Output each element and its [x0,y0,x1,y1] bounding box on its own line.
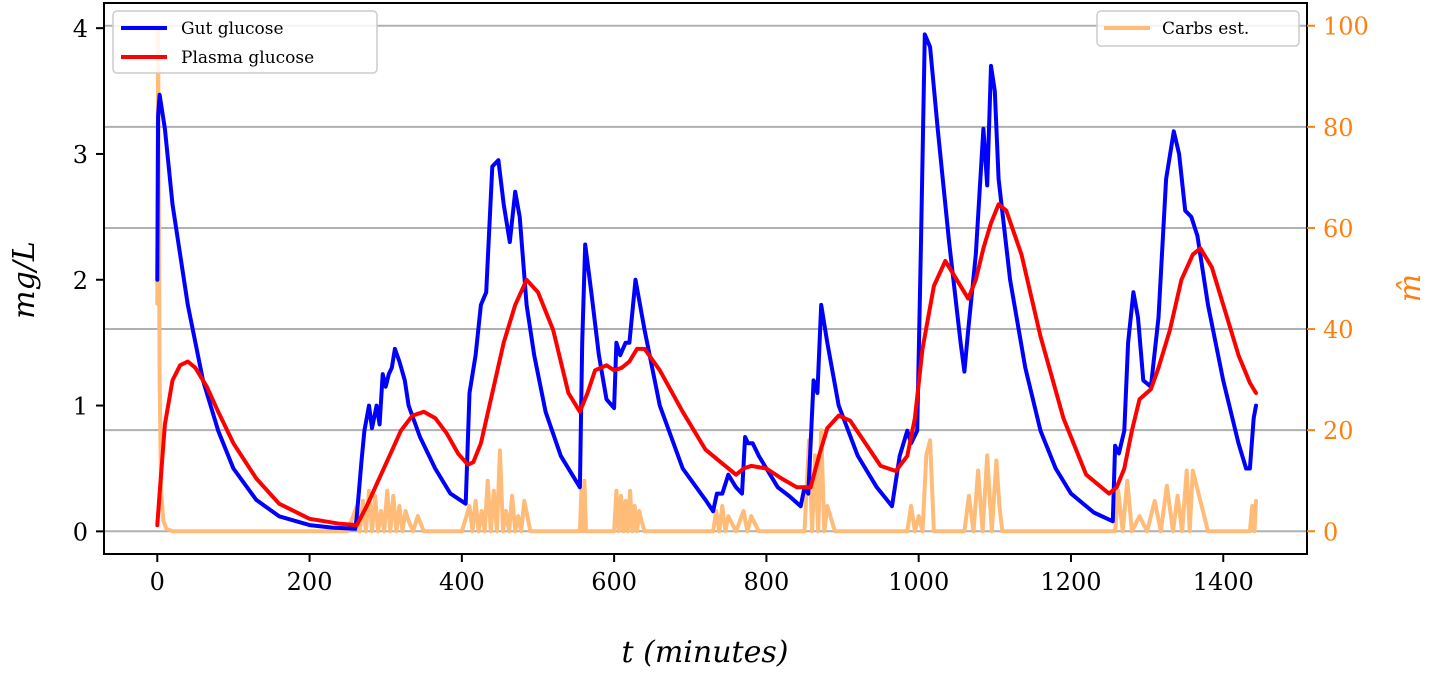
y-left-tick-label-1: 1 [73,393,88,421]
y-axis-right: 0 20 40 60 80 100 [1307,13,1369,546]
y-right-tick-label-60: 60 [1323,215,1354,243]
x-tick-label-1200: 1200 [1040,568,1101,596]
legend-label-plasma: Plasma glucose [181,48,314,68]
x-tick-label-800: 800 [744,568,790,596]
x-tick-label-400: 400 [439,568,485,596]
x-tick-label-0: 0 [150,568,165,596]
x-axis-title: t (minutes) [622,635,789,670]
series-line-carbs-est [155,23,1258,534]
x-tick-label-600: 600 [591,568,637,596]
legend-label-carbs: Carbs est. [1162,19,1249,39]
legend-right-box [1096,10,1300,47]
y-left-tick-label-0: 0 [73,518,88,546]
y-axis-left-title: mg/L [7,241,42,319]
x-axis: 0 200 400 600 800 1000 1200 1400 [150,554,1254,596]
y-left-tick-label-2: 2 [73,267,88,295]
y-left-tick-label-3: 3 [73,141,88,169]
x-tick-label-1000: 1000 [888,568,949,596]
y-right-tick-label-100: 100 [1323,13,1369,41]
y-axis-right-title: m̂ [1393,274,1428,302]
x-tick-label-1400: 1400 [1193,568,1254,596]
y-left-tick-label-4: 4 [73,15,88,43]
legend-left-box [112,10,378,74]
series-line-plasma-glucose [155,202,1258,528]
legend-label-gut: Gut glucose [181,19,284,39]
y-axis-left: 0 1 2 3 4 [73,15,104,546]
legend-right: Carbs est. [1096,10,1300,47]
plot-frame [103,2,1308,555]
series-layer [155,23,1258,534]
y-right-tick-label-40: 40 [1323,316,1354,344]
legend-left: Gut glucose Plasma glucose [112,10,378,74]
y-right-tick-label-20: 20 [1323,417,1354,445]
x-tick-label-200: 200 [287,568,333,596]
y-right-tick-label-80: 80 [1323,114,1354,142]
y-right-tick-label-0: 0 [1323,518,1338,546]
series-line-gut-glucose [155,32,1258,531]
